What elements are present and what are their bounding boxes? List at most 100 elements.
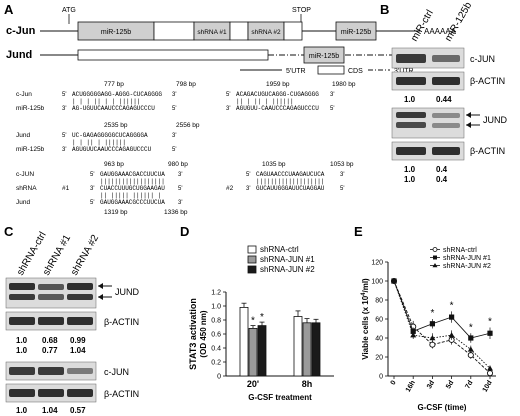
align1-bottom-label: miR-125b xyxy=(16,105,45,112)
b-cjun-band-1 xyxy=(396,54,426,63)
b-blot-actin2 xyxy=(391,141,465,161)
align2-bottom-5prime: 5' xyxy=(172,147,176,153)
c-jund-band-3-lower xyxy=(67,294,93,300)
c-jund-arrowhead-2 xyxy=(98,294,103,300)
d-y-tick-label: 0 xyxy=(217,374,221,381)
panel-b-label: B xyxy=(380,2,389,17)
c-cjun-band-2 xyxy=(38,367,64,375)
stop-label: STOP xyxy=(292,7,311,14)
b-lane-1-label: miR-ctrl xyxy=(409,8,436,43)
b-blot-jund-label: JUND xyxy=(483,115,507,125)
b-cjun-value-1: 1.0 xyxy=(404,95,416,104)
d-bar xyxy=(257,325,267,377)
align3-top-5prime: 5' xyxy=(90,172,94,178)
panel-c-label: C xyxy=(4,224,14,239)
alignment-jund-mir125b: 2535 bp 2556 bp Jund 5' UC-GAGAGGGGGCUCA… xyxy=(16,122,200,153)
cjun-cds-segment-2 xyxy=(229,21,249,41)
c-cjun-band-3 xyxy=(67,368,93,374)
b-jund-value-r2-1: 1.0 xyxy=(404,175,416,184)
jund-mir125b-box xyxy=(303,46,345,64)
b-actin1-band-2 xyxy=(432,77,460,85)
align1-top-3prime: 3' xyxy=(172,92,176,98)
d-bar xyxy=(248,327,258,377)
b-jund-arrowhead-1 xyxy=(466,112,471,118)
align1-right-bars: || | || | |||||| xyxy=(236,98,294,105)
c-blot-actin1-label: β-ACTIN xyxy=(104,317,139,327)
cjun-cds-segment-3 xyxy=(283,21,303,41)
e-significance-mark: * xyxy=(450,300,454,311)
e-x-tick-label: 0 xyxy=(390,379,398,386)
align3-right-mid-num: #2 xyxy=(226,185,234,192)
align3-bottom-label: Jund xyxy=(16,199,30,206)
jund-cds-box xyxy=(77,49,269,61)
e-point xyxy=(487,330,493,336)
e-point xyxy=(467,352,474,359)
d-y-label-sub: (OD 450 nm) xyxy=(199,310,208,357)
c-blot-actin2-label: β-ACTIN xyxy=(104,389,139,399)
b-jund-band-2-upper xyxy=(432,113,460,118)
d-y-tick-label: 0.8 xyxy=(211,318,221,325)
e-legend-marker xyxy=(433,255,437,260)
c-jund-value-r2-1: 1.0 xyxy=(16,346,28,355)
align1-top-label: c-Jun xyxy=(16,91,32,98)
align2-top-5prime: 5' xyxy=(62,133,66,139)
c-jund-band-1-lower xyxy=(9,294,35,300)
b-actin1-band-1 xyxy=(396,77,426,85)
e-y-tick-label: 80 xyxy=(375,298,383,305)
gene-cjun-label: c-Jun xyxy=(6,25,36,37)
c-jund-band-2-lower xyxy=(38,294,64,300)
chart-d: D 0 0.2 0.4 0.6 0.8 1.0 1.2 20' 8h * * G-CSF treatm… xyxy=(180,224,334,402)
d-legend-label: shRNA-JUN #2 xyxy=(260,265,315,274)
align2-top-seq: UC-GAGAGGGGGCUCAGGGGA xyxy=(72,132,148,139)
e-y-tick-label: 60 xyxy=(375,317,383,324)
b-blot-actin1-label: β-ACTIN xyxy=(470,76,505,86)
align3-mid-num: #1 xyxy=(62,185,70,192)
e-significance-mark: * xyxy=(469,322,473,333)
align2-bottom-seq: AGUGUUCAAUCCCAGAGUCCCU xyxy=(72,146,152,153)
align1-left-pos-start: 777 bp xyxy=(104,81,124,88)
align1-right-top-5prime: 5' xyxy=(226,92,230,98)
d-y-tick-label: 1.2 xyxy=(211,290,221,297)
align2-bars: | | || | |||||| xyxy=(72,139,126,146)
align3-pos2-start: 1319 bp xyxy=(104,209,128,216)
alignment-cjun-mir125b: 777 bp 798 bp c-Jun 5' ACUGGGGGAGG-AGGG-… xyxy=(16,81,356,112)
c-actin1-band-1 xyxy=(9,317,35,325)
d-y-tick-label: 1.0 xyxy=(211,304,221,311)
c-blot-jund-label: JUND xyxy=(115,287,139,297)
c-cjun-value-1: 1.0 xyxy=(16,406,28,415)
b-actin2-band-1 xyxy=(396,147,426,155)
d-x-tick-label: 20' xyxy=(247,379,259,389)
align3-bars2: || ||||| |||||| | xyxy=(100,192,161,199)
d-legend-swatch xyxy=(247,255,257,264)
panel-a-label: A xyxy=(4,2,14,17)
align2-bottom-3prime: 3' xyxy=(62,147,66,153)
c-jund-value-r2-3: 1.04 xyxy=(70,346,86,355)
c-jund-band-3-upper xyxy=(67,283,93,290)
align1-right-pos-start: 1959 bp xyxy=(266,81,290,88)
align3-top-seq: GAUGGAAACGACCUUCUA xyxy=(100,171,165,178)
cjun-polya: AAAAAA xyxy=(424,27,457,36)
b-jund-value-r2-2: 0.4 xyxy=(436,175,448,184)
cjun-mir125b-box-2-text: miR-125b xyxy=(341,29,371,36)
e-x-label: G-CSF (time) xyxy=(418,403,467,412)
e-legend-label: shRNA-JUN #1 xyxy=(443,255,491,262)
c-jund-arrowhead-1 xyxy=(98,283,103,289)
gene-jund-label: Jund xyxy=(6,49,32,61)
panel-a: A c-Jun ATG STOP miR-125b shRNA #1 shRNA… xyxy=(4,2,457,216)
e-x-tick-label: 3d xyxy=(426,380,436,391)
align3-mid-5prime: 5' xyxy=(178,186,182,192)
align3-bars1: |||||||||||||||||| xyxy=(100,178,165,185)
e-series-line xyxy=(393,280,491,339)
align1-bottom-3prime: 3' xyxy=(62,106,66,112)
e-point xyxy=(429,341,436,348)
e-x-tick-label: 10d xyxy=(482,380,494,394)
e-point xyxy=(449,314,455,320)
c-actin1-band-2 xyxy=(38,317,64,325)
panel-d-label: D xyxy=(180,224,189,239)
e-series-line xyxy=(393,280,491,369)
c-blot-cjun-label: c-JUN xyxy=(104,367,129,377)
align1-right-top-3prime: 3' xyxy=(330,92,334,98)
e-x-tick-label: 5d xyxy=(445,380,455,391)
align2-top-3prime: 3' xyxy=(172,133,176,139)
